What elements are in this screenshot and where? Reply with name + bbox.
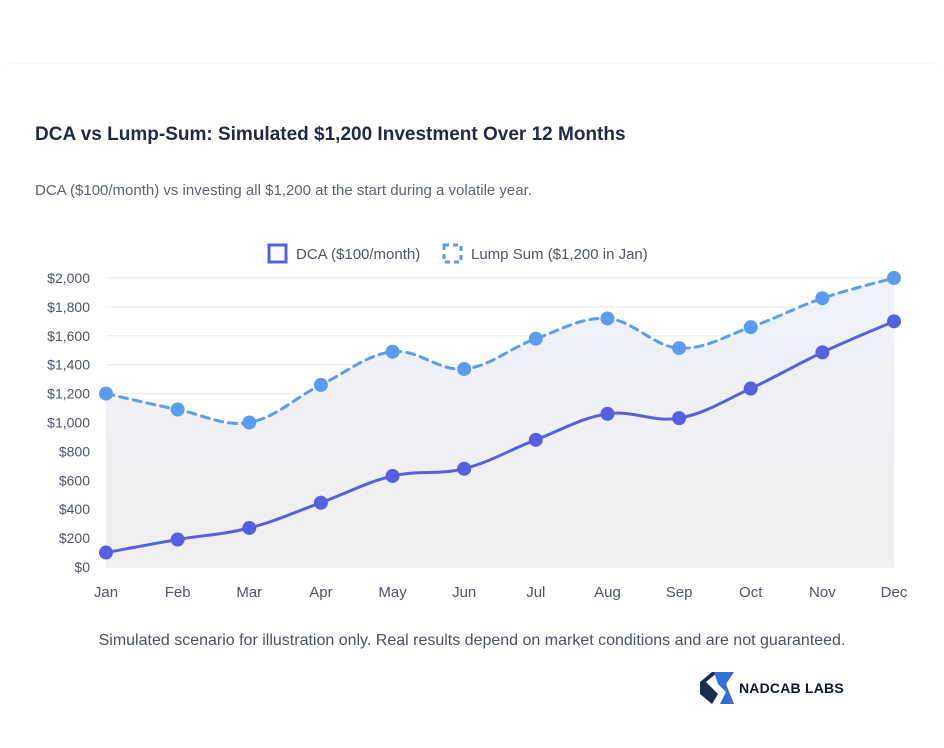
y-tick-label: $800 bbox=[59, 443, 90, 459]
x-tick-label: Sep bbox=[666, 584, 693, 601]
x-tick-label: Feb bbox=[165, 584, 191, 601]
dca-point-dec[interactable] bbox=[887, 314, 901, 329]
dca-point-oct[interactable] bbox=[743, 381, 758, 396]
series-line-dca bbox=[104, 319, 896, 555]
plot-area-fill bbox=[106, 278, 894, 567]
lump-sum-point-feb[interactable] bbox=[170, 402, 185, 417]
brand-logo: NADCAB LABS bbox=[700, 672, 844, 704]
legend-swatch-lump-sum[interactable] bbox=[442, 243, 463, 264]
footnote: Simulated scenario for illustration only… bbox=[98, 632, 846, 649]
lump-sum-point-apr[interactable] bbox=[313, 377, 328, 392]
y-tick-label: $1,600 bbox=[47, 328, 90, 344]
x-tick-label: Apr bbox=[309, 584, 332, 601]
y-tick-label: $1,200 bbox=[47, 386, 90, 402]
dca-point-nov[interactable] bbox=[815, 345, 830, 360]
y-tick-label: $600 bbox=[59, 472, 90, 488]
lump-sum-point-may[interactable] bbox=[385, 344, 400, 359]
legend-label-lump-sum[interactable]: Lump Sum ($1,200 in Jan) bbox=[471, 246, 648, 263]
y-tick-label: $200 bbox=[59, 530, 90, 546]
y-tick-label: $2,000 bbox=[47, 270, 90, 286]
x-tick-label: Mar bbox=[236, 584, 262, 601]
x-tick-label: Jun bbox=[452, 584, 476, 601]
dca-point-feb[interactable] bbox=[170, 532, 185, 547]
nadcab-logo-icon bbox=[700, 672, 734, 704]
legend-swatch-dca[interactable] bbox=[267, 243, 288, 264]
y-tick-label: $1,400 bbox=[47, 357, 90, 373]
legend-label-dca[interactable]: DCA ($100/month) bbox=[296, 246, 420, 263]
lump-sum-point-mar[interactable] bbox=[242, 415, 257, 430]
legend: DCA ($100/month) Lump Sum ($1,200 in Jan) bbox=[267, 243, 648, 264]
x-tick-label: Oct bbox=[739, 584, 763, 601]
x-tick-label: Jan bbox=[94, 584, 118, 601]
lump-sum-point-sep[interactable] bbox=[672, 341, 687, 356]
dca-point-may[interactable] bbox=[385, 468, 400, 483]
lump-sum-point-jun[interactable] bbox=[457, 362, 472, 377]
dca-point-jun[interactable] bbox=[457, 461, 472, 476]
y-tick-label: $1,000 bbox=[47, 415, 90, 431]
x-tick-label: Jul bbox=[526, 584, 545, 601]
series bbox=[99, 271, 901, 560]
dca-point-aug[interactable] bbox=[600, 406, 615, 421]
chart-title: DCA vs Lump-Sum: Simulated $1,200 Invest… bbox=[35, 124, 626, 145]
dca-point-sep[interactable] bbox=[672, 411, 687, 426]
lump-sum-point-nov[interactable] bbox=[815, 291, 830, 306]
y-axis: $0 $200 $400 $600 $800 $1,000 $1,200 $1,400 $1,6… bbox=[47, 270, 90, 575]
dca-point-jul[interactable] bbox=[528, 432, 543, 447]
brand-name: NADCAB LABS bbox=[739, 680, 844, 696]
x-axis: Jan Feb Mar Apr May Jun Jul Aug Sep Oct Nov Dec bbox=[94, 584, 908, 601]
lump-sum-point-jul[interactable] bbox=[528, 331, 543, 346]
y-tick-label: $0 bbox=[74, 559, 90, 575]
area-fill bbox=[106, 278, 894, 567]
x-tick-label: Nov bbox=[809, 584, 836, 601]
lump-sum-point-jan[interactable] bbox=[99, 386, 113, 401]
chart-subtitle: DCA ($100/month) vs investing all $1,200… bbox=[35, 182, 532, 199]
x-tick-label: Aug bbox=[594, 584, 621, 601]
dca-point-jan[interactable] bbox=[99, 545, 113, 560]
y-tick-label: $400 bbox=[59, 501, 90, 517]
x-tick-label: Dec bbox=[881, 584, 908, 601]
lump-sum-point-dec[interactable] bbox=[887, 271, 901, 285]
x-tick-label: May bbox=[378, 584, 407, 601]
dca-point-mar[interactable] bbox=[242, 520, 257, 535]
dca-point-apr[interactable] bbox=[313, 495, 328, 510]
y-tick-label: $1,800 bbox=[47, 299, 90, 315]
lump-sum-point-aug[interactable] bbox=[600, 311, 615, 326]
lump-sum-point-oct[interactable] bbox=[743, 320, 758, 335]
